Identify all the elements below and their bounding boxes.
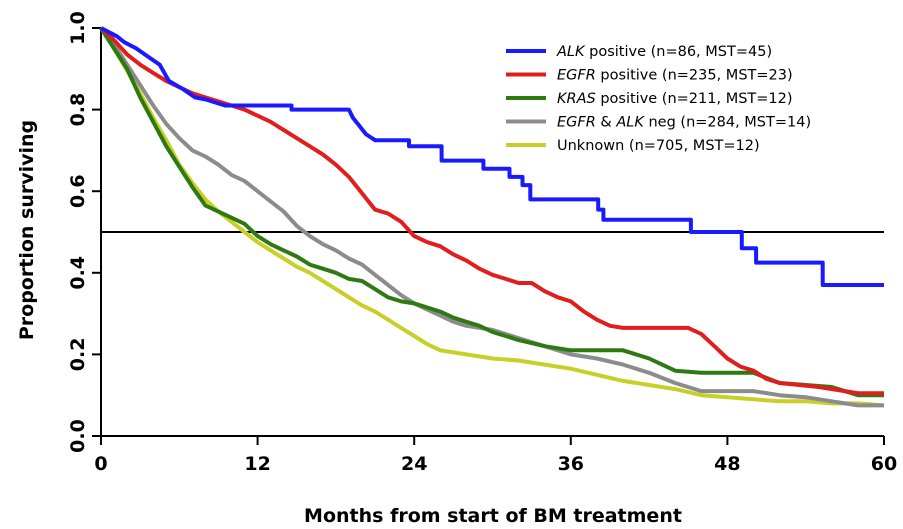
x-tick-label: 36 bbox=[558, 453, 584, 475]
y-tick-label: 0.6 bbox=[67, 174, 89, 208]
series-line-3 bbox=[99, 26, 884, 408]
legend-label-part: neg (n=284, MST=14) bbox=[644, 115, 811, 131]
series-line-2 bbox=[99, 26, 884, 398]
legend-label-1: EGFR positive (n=235, MST=23) bbox=[557, 68, 793, 84]
legend-label-part: EGFR bbox=[557, 68, 596, 84]
y-tick-label: 0.2 bbox=[67, 338, 89, 372]
series-lines bbox=[99, 26, 885, 408]
x-tick-label: 0 bbox=[94, 453, 107, 475]
x-tick-label: 24 bbox=[401, 453, 427, 475]
y-axis-title: Proportion surviving bbox=[16, 120, 38, 340]
x-tick-label: 12 bbox=[244, 453, 270, 475]
x-tick-label: 60 bbox=[871, 453, 897, 475]
legend-label-part: positive (n=235, MST=23) bbox=[596, 68, 793, 84]
legend-label-0: ALK positive (n=86, MST=45) bbox=[556, 44, 772, 60]
y-tick-label: 0.8 bbox=[67, 93, 89, 127]
legend-label-part: Unknown (n=705, MST=12) bbox=[557, 138, 760, 154]
legend-label-2: KRAS positive (n=211, MST=12) bbox=[557, 91, 793, 107]
y-tick-label: 0.4 bbox=[67, 256, 89, 290]
legend-label-part: EGFR bbox=[557, 115, 596, 131]
legend-label-part: KRAS bbox=[557, 91, 596, 107]
y-tick-label: 0.0 bbox=[67, 419, 89, 453]
axes: 0 12 24 36 48 60 0.0 0.2 0.4 0.6 0.8 1.0 bbox=[67, 11, 897, 475]
legend-label-4: Unknown (n=705, MST=12) bbox=[557, 138, 760, 154]
x-tick-label: 48 bbox=[714, 453, 740, 475]
y-tick-label: 1.0 bbox=[67, 11, 89, 45]
x-axis-title: Months from start of BM treatment bbox=[304, 505, 682, 527]
series-line-4 bbox=[99, 26, 885, 408]
legend-label-part: ALK bbox=[556, 44, 586, 60]
legend-label-part: & bbox=[596, 115, 617, 131]
legend-label-part: positive (n=86, MST=45) bbox=[585, 44, 773, 60]
legend-label-3: EGFR & ALK neg (n=284, MST=14) bbox=[557, 115, 811, 131]
series-line-0 bbox=[100, 26, 884, 287]
legend: ALK positive (n=86, MST=45) EGFR positive… bbox=[506, 44, 811, 154]
legend-label-part: positive (n=211, MST=12) bbox=[596, 91, 793, 107]
legend-label-part: ALK bbox=[615, 115, 645, 131]
